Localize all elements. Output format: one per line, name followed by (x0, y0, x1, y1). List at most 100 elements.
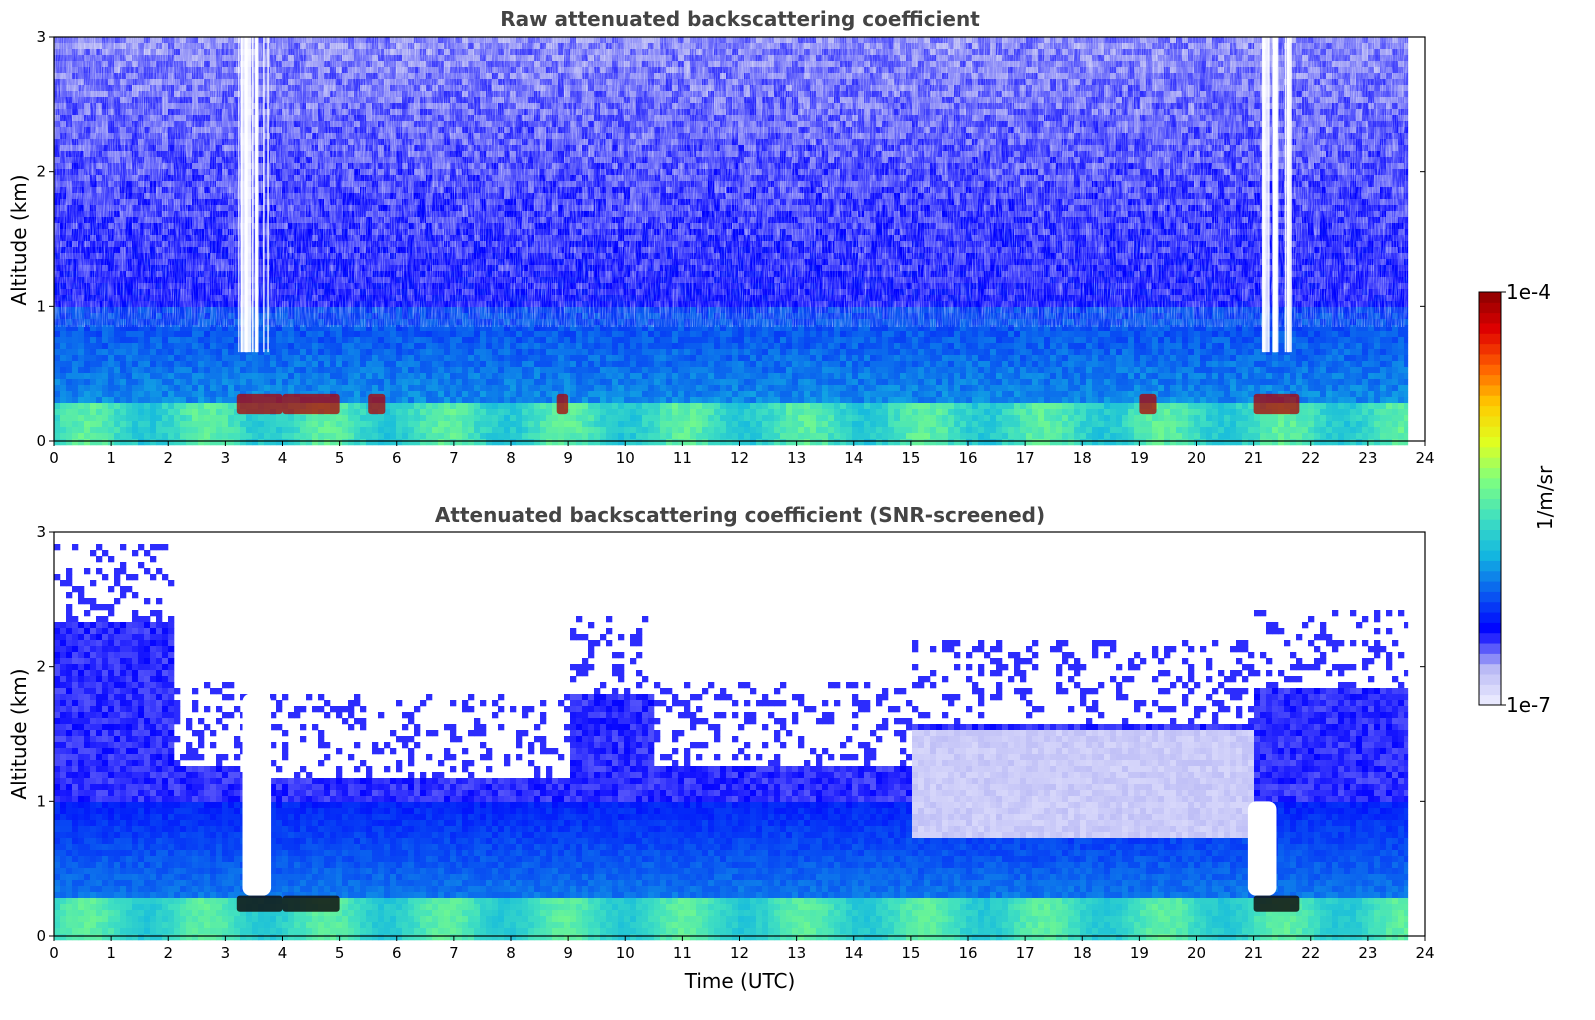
panel1-cell (360, 427, 367, 434)
panel1-cell (102, 385, 109, 392)
panel1-cell (432, 355, 439, 362)
panel1-cell (72, 409, 79, 416)
panel1-cell (264, 361, 271, 368)
panel1-cell (330, 385, 337, 392)
panel1-cell (114, 421, 121, 428)
panel1-cell (408, 373, 415, 380)
panel1-cell (60, 361, 67, 368)
panel1-cell (360, 343, 367, 350)
panel1-cell (258, 439, 265, 446)
panel1-cell (384, 391, 391, 398)
panel1-cell (186, 385, 193, 392)
panel1-cell (186, 403, 193, 410)
panel1-cell (402, 337, 409, 344)
panel1-cell (54, 427, 61, 434)
panel1-cell (450, 439, 457, 446)
panel1-cell (108, 367, 115, 374)
panel1-cell (114, 349, 121, 356)
panel1-cell (348, 367, 355, 374)
panel1-cell (264, 415, 271, 422)
panel1-cell (408, 367, 415, 374)
panel1-cell (114, 373, 121, 380)
panel1-cell (96, 409, 103, 416)
panel1-cell (234, 373, 241, 380)
panel1-cell (480, 409, 487, 416)
panel1-cell (120, 391, 127, 398)
panel1-cell (468, 433, 475, 440)
panel1-cell (198, 433, 205, 440)
panel1-cell (360, 373, 367, 380)
panel1-cell (90, 409, 97, 416)
panel1-cell (246, 367, 253, 374)
panel1-cell (216, 415, 223, 422)
panel1-cell (66, 349, 73, 356)
panel1-cell (222, 343, 229, 350)
panel1-cell (90, 325, 97, 332)
panel1-cell (192, 337, 199, 344)
panel1-cell (324, 373, 331, 380)
panel1-cell (90, 397, 97, 404)
panel1-cell (90, 337, 97, 344)
panel1-cell (432, 379, 439, 386)
panel1-cell (396, 427, 403, 434)
panel1-cell (348, 397, 355, 404)
panel1-cell (336, 391, 343, 398)
panel1-cell (126, 361, 133, 368)
panel1-cell (444, 427, 451, 434)
panel1-cell (318, 427, 325, 434)
panel1-cell (132, 367, 139, 374)
panel1-cell (138, 349, 145, 356)
panel1-cell (462, 373, 469, 380)
panel1-cell (378, 349, 385, 356)
panel1-cell (444, 367, 451, 374)
panel1-cell (366, 391, 373, 398)
panel1-cell (114, 415, 121, 422)
panel1-cell (216, 403, 223, 410)
panel1-cell (222, 415, 229, 422)
panel1-cell (186, 421, 193, 428)
panel1-cell (180, 439, 187, 446)
panel1-cell (438, 331, 445, 338)
panel1-cell (264, 367, 271, 374)
panel1-cell (102, 349, 109, 356)
panel1-cell (360, 391, 367, 398)
panel1-cell (300, 415, 307, 422)
panel1-cell (456, 331, 463, 338)
panel1-cell (174, 415, 181, 422)
panel1-cell (240, 349, 247, 356)
panel1-cell (180, 415, 187, 422)
panel1-cell (72, 373, 79, 380)
panel1-cell (372, 325, 379, 332)
panel1-cell (306, 331, 313, 338)
panel1-cell (486, 433, 493, 440)
panel1-cell (210, 361, 217, 368)
panel1-cell (168, 379, 175, 386)
panel1-cell (174, 337, 181, 344)
panel1-cell (144, 421, 151, 428)
panel1-cell (438, 439, 445, 446)
panel1-cell (126, 325, 133, 332)
panel1-cell (132, 343, 139, 350)
panel1-cell (414, 325, 421, 332)
panel1-cell (462, 349, 469, 356)
panel1-cell (54, 421, 61, 428)
panel1-cell (306, 325, 313, 332)
panel1-cell (204, 397, 211, 404)
panel1-cell (102, 337, 109, 344)
panel1-cell (90, 343, 97, 350)
panel1-cell (156, 433, 163, 440)
panel1-cell (384, 397, 391, 404)
panel1-cell (444, 361, 451, 368)
panel1-cell (174, 433, 181, 440)
panel1-cell (72, 325, 79, 332)
panel1-cell (192, 343, 199, 350)
panel1-cell (354, 325, 361, 332)
panel1-cell (174, 391, 181, 398)
panel1-cell (246, 415, 253, 422)
panel1-cell (102, 439, 109, 446)
panel1-cell (330, 331, 337, 338)
panel1-cell (132, 331, 139, 338)
panel1-cell (336, 427, 343, 434)
panel1-cell (294, 349, 301, 356)
panel1-cell (342, 421, 349, 428)
